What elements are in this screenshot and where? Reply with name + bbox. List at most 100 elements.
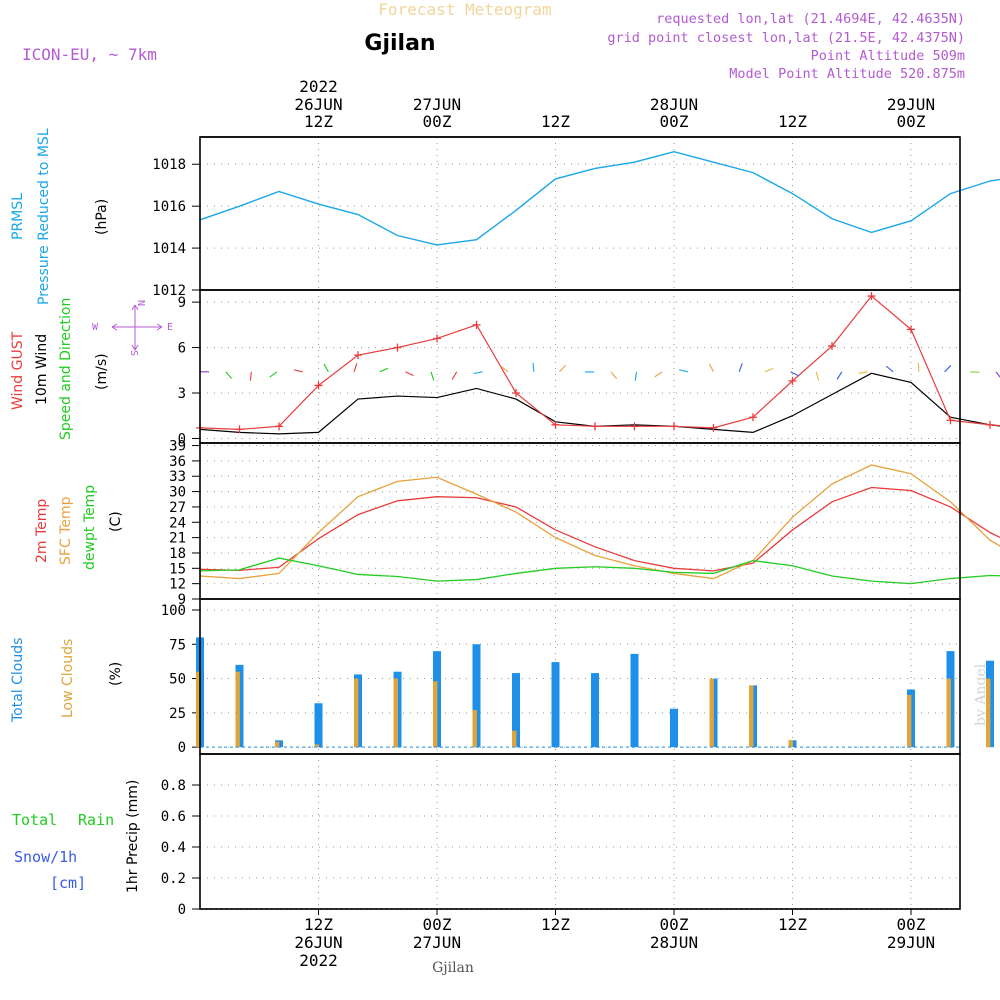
top-day-label: 28JUN — [650, 95, 698, 114]
pressure-msl-label: Pressure Reduced to MSL — [36, 128, 52, 305]
chart-title: Forecast Meteogram — [378, 0, 551, 19]
dewpt-line — [199, 557, 1000, 585]
wind-direction-arrow — [225, 371, 233, 379]
y-tick-label: 0.6 — [161, 809, 186, 825]
bottom-day-label: 28JUN — [650, 933, 698, 952]
temp-2m-label: 2m Temp — [34, 499, 50, 563]
pressure-line — [199, 150, 1000, 246]
gust-marker — [433, 334, 441, 343]
gust-marker — [551, 420, 560, 429]
wind-direction-arrow — [293, 369, 303, 373]
cm-label: [cm] — [50, 874, 86, 892]
compass-north: N — [135, 300, 146, 306]
temp-sfc-line — [199, 464, 1000, 580]
gust-marker — [512, 389, 520, 398]
model-label: ICON-EU, ~ 7km — [22, 45, 157, 64]
total-cloud-bar — [551, 662, 560, 748]
panel4-labels: Total Clouds Low Clouds (%) — [10, 638, 124, 723]
bottom-hour-label: 00Z — [423, 915, 452, 934]
gust-marker — [749, 413, 757, 422]
total-cloud-bar — [512, 673, 520, 748]
y-tick-label: 6 — [178, 341, 186, 357]
y-tick-label: 18 — [169, 546, 186, 562]
wind-direction-arrow — [790, 371, 799, 377]
bottom-day-label: 27JUN — [413, 933, 461, 952]
y-tick-label: 24 — [169, 515, 186, 531]
y-tick-label: 75 — [169, 637, 186, 653]
gust-marker — [946, 416, 955, 425]
prmsl-label: PRMSL — [10, 193, 26, 240]
wind-direction-arrow — [353, 363, 358, 372]
wind-direction-arrow — [532, 362, 535, 372]
y-tick-label: 9 — [178, 295, 186, 311]
total-label: Total — [12, 811, 57, 829]
y-tick-label: 12 — [169, 577, 186, 593]
wind-direction-arrow — [634, 371, 638, 381]
gust-marker — [709, 423, 718, 432]
wind-gust-label: Wind GUST — [10, 331, 26, 410]
chart-layers: 1012101410161018036991215182124273033363… — [152, 77, 1000, 970]
bottom-day-label: 29JUN — [887, 933, 935, 952]
y-tick-label: 21 — [169, 531, 186, 547]
wind-10m-label: 10m Wind — [34, 334, 50, 405]
gust-marker — [788, 376, 797, 385]
wind-direction-arrow — [944, 365, 952, 373]
wind-direction-arrow — [249, 371, 252, 381]
gust-marker — [354, 351, 362, 360]
low-cloud-bar — [907, 695, 912, 748]
total-cloud-bar — [630, 653, 639, 748]
y-tick-label: 0 — [178, 431, 186, 447]
gust-marker — [867, 292, 876, 301]
temp-2m-line — [199, 486, 1000, 572]
bottom-hour-label: 12Z — [541, 915, 570, 934]
y-tick-label: 0.2 — [161, 871, 186, 887]
hpa-unit-label: (hPa) — [94, 199, 110, 235]
y-tick-label: 1014 — [152, 241, 186, 257]
wind-direction-arrow — [559, 364, 567, 373]
y-tick-label: 39 — [169, 439, 186, 455]
top-day-label: 29JUN — [887, 95, 935, 114]
low-cloud-bar — [986, 678, 991, 748]
top-day-label: 26JUN — [294, 95, 342, 114]
gust-marker — [828, 342, 836, 351]
low-cloud-bar — [749, 685, 754, 748]
y-tick-label: 1018 — [152, 157, 186, 173]
panel5-labels: Total Rain Snow/1h [cm] 1hr Precip (mm) — [12, 780, 141, 893]
gust-marker — [235, 425, 244, 434]
wind-direction-arrow — [405, 371, 414, 377]
wind-direction-arrow — [708, 363, 714, 373]
gust-marker — [393, 343, 402, 352]
panel-frame — [199, 136, 961, 291]
compass-west: W — [92, 322, 99, 333]
temp-sfc-label: SFC Temp — [58, 496, 74, 565]
panel-frame — [199, 442, 961, 600]
low-cloud-bar — [393, 678, 398, 748]
wind-gust-line — [199, 295, 1000, 430]
wind-direction-arrow — [451, 371, 458, 380]
rain-label: Rain — [78, 811, 114, 829]
top-hour-label: 00Z — [660, 112, 689, 131]
y-tick-label: 0 — [178, 740, 186, 756]
wind-direction-arrow — [815, 371, 820, 381]
model-altitude: Model Point Altitude 520.875m — [729, 66, 965, 82]
bottom-hour-label: 00Z — [660, 915, 689, 934]
total-cloud-bar — [591, 673, 599, 748]
total-cloud-bar — [670, 708, 678, 748]
wind-direction-arrow — [269, 371, 278, 378]
gust-marker — [630, 422, 639, 431]
watermark: by Angel — [973, 663, 989, 726]
percent-unit-label: (%) — [108, 662, 124, 686]
total-clouds-label: Total Clouds — [10, 638, 26, 723]
gridpoint-coords: grid point closest lon,lat (21.5E, 42.43… — [607, 30, 965, 46]
compass-rose: N S W E — [92, 300, 173, 356]
wind-direction-arrow — [738, 363, 743, 372]
top-day-label: 27JUN — [413, 95, 461, 114]
panel3-labels: 2m Temp SFC Temp dewpt Temp (C) — [34, 485, 124, 570]
y-tick-label: 0.8 — [161, 778, 186, 794]
footer-location: Gjilan — [432, 960, 474, 976]
panel-frame — [199, 753, 961, 910]
wind-direction-arrow — [379, 367, 389, 373]
y-tick-label: 0.4 — [161, 840, 186, 856]
bottom-hour-label: 12Z — [304, 915, 333, 934]
